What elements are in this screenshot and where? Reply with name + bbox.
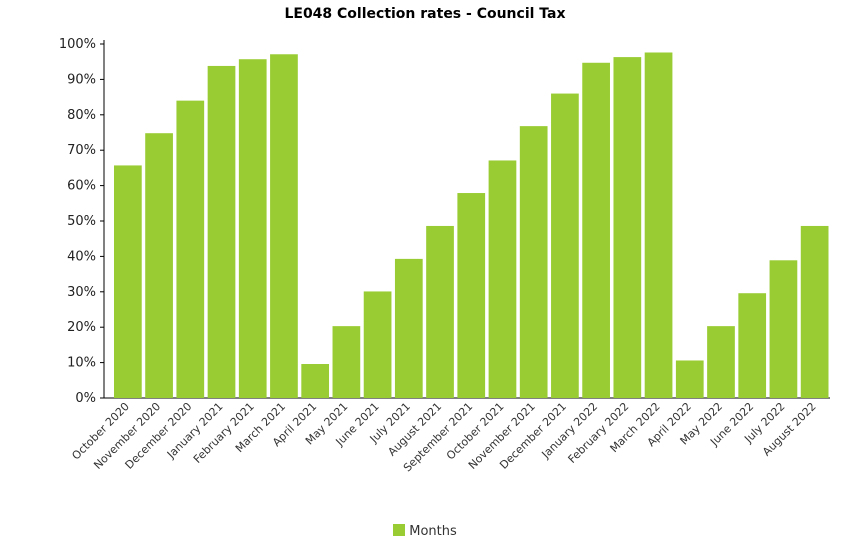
bar xyxy=(176,101,204,398)
bar xyxy=(645,52,673,398)
bar xyxy=(770,260,798,398)
y-tick-label: 90% xyxy=(67,72,96,87)
bar xyxy=(489,160,517,398)
y-tick-label: 40% xyxy=(67,249,96,264)
bar xyxy=(520,126,548,398)
legend-label: Months xyxy=(409,524,457,539)
bar xyxy=(551,94,579,398)
bar xyxy=(239,59,267,398)
bar xyxy=(801,226,829,398)
y-tick-label: 100% xyxy=(59,37,96,52)
bar xyxy=(270,54,298,398)
y-tick-label: 30% xyxy=(67,285,96,300)
y-tick-label: 70% xyxy=(67,143,96,158)
y-tick-label: 0% xyxy=(75,391,96,406)
bar xyxy=(395,259,423,398)
y-tick-label: 60% xyxy=(67,179,96,194)
bar xyxy=(426,226,454,398)
bar xyxy=(333,326,361,398)
y-tick-label: 50% xyxy=(67,214,96,229)
legend-swatch xyxy=(393,524,405,536)
bar xyxy=(582,63,610,398)
bar xyxy=(301,364,329,398)
bar xyxy=(738,293,766,398)
y-tick-label: 10% xyxy=(67,356,96,371)
bar xyxy=(613,57,641,398)
y-tick-label: 80% xyxy=(67,108,96,123)
bar xyxy=(457,193,485,398)
bar xyxy=(364,291,392,398)
bar xyxy=(707,326,735,398)
bar xyxy=(145,133,173,398)
bar xyxy=(114,165,142,398)
legend: Months xyxy=(0,524,850,539)
bar xyxy=(676,360,704,398)
y-tick-label: 20% xyxy=(67,320,96,335)
bar xyxy=(208,66,236,398)
